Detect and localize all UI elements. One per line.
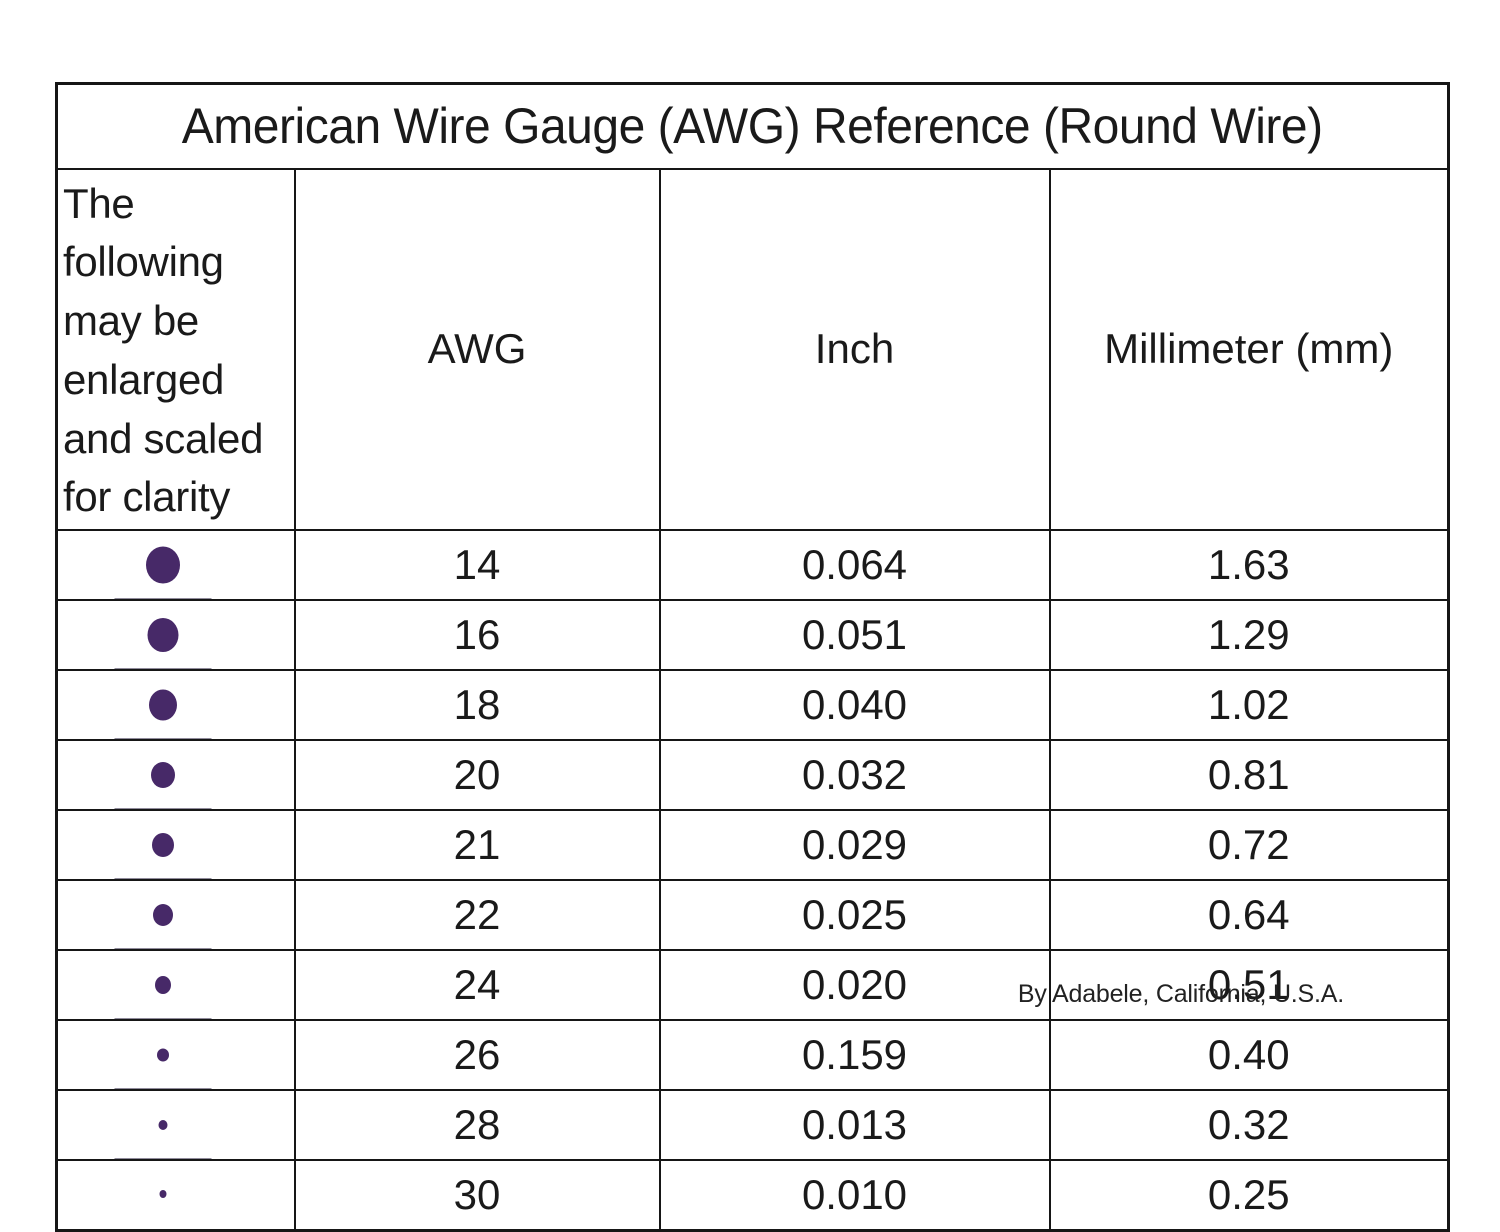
table-row: 22 0.025 0.64 [55, 879, 1450, 952]
awg-value: 20 [293, 739, 661, 812]
table-row: 30 0.010 0.25 [55, 1159, 1450, 1232]
wire-size-dot-cell [55, 1089, 296, 1162]
wire-size-dot-cell [55, 739, 296, 812]
attribution-text: By Adabele, California, U.S.A. [1017, 980, 1344, 1008]
awg-value: 26 [293, 1019, 661, 1092]
wire-dot-icon [151, 832, 174, 857]
inch-value: 0.051 [658, 599, 1051, 672]
mm-value: 0.81 [1048, 739, 1450, 812]
wire-dot-icon [148, 689, 177, 721]
wire-size-dot-cell [55, 599, 296, 672]
wire-size-dot-cell [55, 879, 296, 952]
inch-value: 0.040 [658, 669, 1051, 742]
inch-value: 0.013 [658, 1089, 1051, 1162]
wire-dot-icon [152, 903, 173, 926]
wire-dot-icon [156, 1048, 169, 1062]
mm-value: 1.29 [1048, 599, 1450, 672]
wire-size-dot-cell [55, 1019, 296, 1092]
awg-value: 22 [293, 879, 661, 952]
column-header-awg: AWG [293, 167, 661, 532]
inch-value: 0.032 [658, 739, 1051, 812]
page-title: American Wire Gauge (AWG) Reference (Rou… [55, 82, 1450, 170]
column-header-mm: Millimeter (mm) [1048, 167, 1450, 532]
wire-dot-icon [147, 617, 179, 652]
inch-value: 0.064 [658, 529, 1051, 602]
mm-value: 1.63 [1048, 529, 1450, 602]
awg-value: 30 [293, 1159, 661, 1232]
column-header-inch: Inch [658, 167, 1051, 532]
inch-value: 0.010 [658, 1159, 1051, 1232]
inch-value: 0.025 [658, 879, 1051, 952]
table-row: 14 0.064 1.63 [55, 529, 1450, 602]
wire-dot-icon [150, 761, 175, 788]
mm-value: 0.64 [1048, 879, 1450, 952]
wire-size-dot-cell [55, 669, 296, 742]
awg-value: 24 [293, 949, 661, 1022]
inch-value: 0.159 [658, 1019, 1051, 1092]
mm-value: 0.40 [1048, 1019, 1450, 1092]
table-row: 18 0.040 1.02 [55, 669, 1450, 742]
table-row: 24 0.020 0.51 [55, 949, 1450, 1022]
wire-size-dot-cell [55, 529, 296, 602]
page-title-text: American Wire Gauge (AWG) Reference (Rou… [182, 98, 1323, 155]
wire-dot-icon [154, 975, 171, 994]
wire-dot-icon [158, 1119, 168, 1130]
mm-value: 0.25 [1048, 1159, 1450, 1232]
awg-value: 16 [293, 599, 661, 672]
wire-dot-icon [159, 1190, 167, 1199]
table-row: 28 0.013 0.32 [55, 1089, 1450, 1162]
table-row: 21 0.029 0.72 [55, 809, 1450, 882]
table-row: 20 0.032 0.81 [55, 739, 1450, 812]
wire-size-dot-cell [55, 1159, 296, 1232]
table-row: 26 0.159 0.40 [55, 1019, 1450, 1092]
awg-value: 21 [293, 809, 661, 882]
title-row: American Wire Gauge (AWG) Reference (Rou… [55, 82, 1450, 170]
mm-value: 0.32 [1048, 1089, 1450, 1162]
mm-value: 1.02 [1048, 669, 1450, 742]
mm-value: 0.51 [1048, 949, 1450, 1022]
inch-value: 0.020 [658, 949, 1051, 1022]
wire-size-dot-cell [55, 949, 296, 1022]
inch-value: 0.029 [658, 809, 1051, 882]
table-row: 16 0.051 1.29 [55, 599, 1450, 672]
awg-reference-table: American Wire Gauge (AWG) Reference (Rou… [55, 82, 1451, 1232]
wire-dot-icon [145, 546, 180, 584]
mm-value: 0.72 [1048, 809, 1450, 882]
header-row: The following may be enlarged and scaled… [55, 167, 1450, 532]
wire-size-dot-cell [55, 809, 296, 882]
scale-note: The following may be enlarged and scaled… [55, 167, 296, 532]
awg-value: 18 [293, 669, 661, 742]
awg-value: 14 [293, 529, 661, 602]
awg-value: 28 [293, 1089, 661, 1162]
